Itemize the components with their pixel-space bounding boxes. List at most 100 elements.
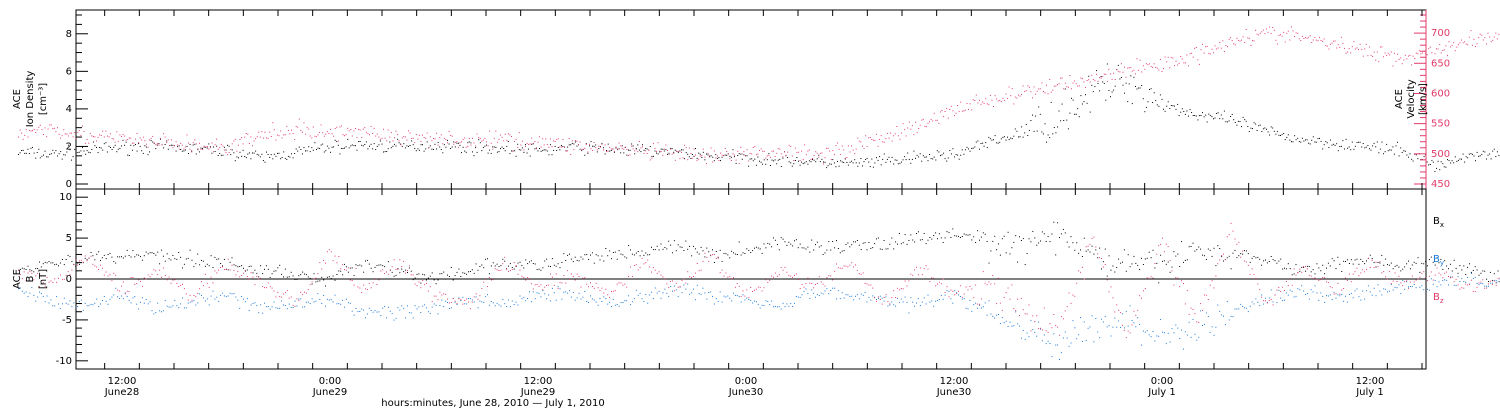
data-point [1034, 331, 1036, 333]
data-point [99, 147, 101, 148]
data-point [1293, 296, 1295, 298]
data-point [404, 136, 406, 138]
data-point [1287, 263, 1289, 265]
data-point [48, 261, 50, 262]
data-point [996, 249, 998, 251]
data-point [75, 265, 77, 267]
data-point [1303, 266, 1305, 268]
data-point [412, 279, 414, 281]
data-point [155, 148, 157, 150]
data-point [23, 268, 25, 270]
data-point [982, 232, 984, 234]
data-point [73, 264, 75, 266]
data-point [1038, 321, 1040, 323]
data-point [1142, 98, 1144, 100]
data-point [609, 250, 611, 252]
data-point [117, 296, 119, 298]
data-point [1392, 65, 1394, 67]
data-point [693, 148, 695, 150]
data-point [27, 265, 29, 267]
data-point [489, 149, 491, 151]
data-point [670, 244, 672, 246]
data-point [496, 263, 498, 265]
data-point [1306, 265, 1308, 267]
data-point [1287, 30, 1289, 32]
data-point [1196, 339, 1198, 341]
data-point [1030, 91, 1032, 93]
data-point [481, 264, 483, 266]
data-point [1125, 76, 1127, 78]
data-point [291, 129, 292, 131]
data-point [790, 243, 792, 245]
data-point [89, 152, 91, 154]
data-point [1493, 279, 1495, 281]
data-point [656, 245, 658, 247]
data-point [990, 250, 992, 252]
data-point [56, 281, 58, 283]
data-point [140, 280, 141, 282]
data-point [1314, 37, 1316, 38]
data-point [508, 299, 509, 301]
data-point [386, 317, 387, 319]
data-point [462, 272, 464, 274]
data-point [762, 150, 764, 152]
data-point [578, 292, 580, 294]
data-point [277, 307, 279, 309]
y-tick-label: 500 [1431, 149, 1450, 160]
data-point [267, 154, 269, 155]
data-point [1108, 90, 1110, 91]
data-point [778, 249, 780, 251]
data-point [183, 150, 185, 152]
data-point [159, 310, 161, 312]
data-point [1211, 326, 1213, 328]
data-point [216, 138, 218, 140]
data-point [442, 143, 444, 145]
data-point [755, 301, 757, 303]
data-point [350, 145, 352, 147]
data-point [1011, 325, 1013, 327]
data-point [116, 131, 118, 133]
data-point [532, 263, 534, 264]
data-point [144, 145, 146, 147]
data-point [1113, 89, 1115, 91]
data-point [779, 158, 781, 160]
data-point [548, 294, 550, 296]
data-point [397, 307, 399, 309]
data-point [1438, 262, 1440, 264]
data-point [852, 162, 854, 164]
data-point [292, 157, 294, 159]
data-point [889, 304, 891, 306]
data-point [670, 148, 672, 150]
data-point [1040, 328, 1041, 330]
data-point [384, 151, 386, 153]
data-point [1108, 255, 1110, 257]
data-point [160, 138, 161, 140]
data-point [1278, 134, 1280, 136]
data-point [63, 154, 65, 156]
data-point [759, 149, 760, 151]
data-point [1301, 285, 1303, 287]
data-point [1312, 291, 1314, 293]
data-point [1404, 288, 1406, 290]
data-point [1110, 73, 1111, 75]
data-point [1356, 47, 1358, 49]
data-point [994, 135, 996, 137]
data-point [358, 128, 360, 130]
data-point [1315, 39, 1317, 41]
data-point [616, 258, 618, 260]
data-point [124, 255, 126, 257]
data-point [662, 154, 664, 156]
data-point [1021, 126, 1023, 128]
data-point [488, 273, 490, 275]
data-point [1350, 149, 1352, 151]
data-point [1242, 253, 1244, 255]
y-tick-label: 550 [1431, 119, 1450, 130]
data-point [292, 133, 294, 135]
data-point [742, 252, 744, 254]
data-point [1281, 134, 1283, 136]
data-point [82, 147, 83, 149]
data-point [75, 259, 77, 261]
data-point [409, 145, 411, 146]
data-point [568, 144, 570, 146]
data-point [1329, 265, 1331, 267]
